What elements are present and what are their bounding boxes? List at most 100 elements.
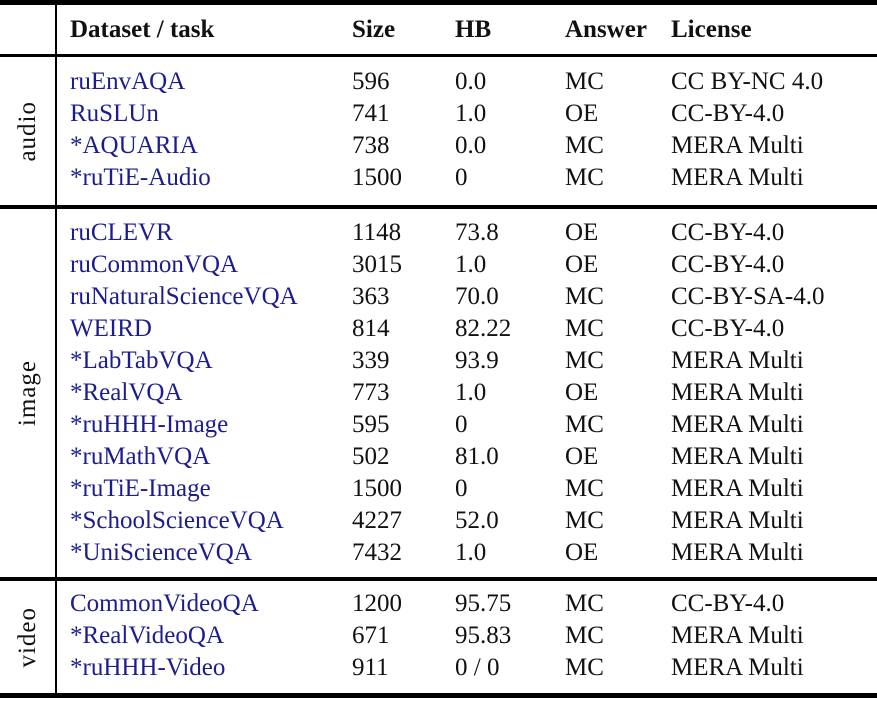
cell-license: MERA Multi [671, 622, 804, 649]
cell-hb: 70.0 [455, 283, 499, 310]
cell-size: 596 [352, 68, 390, 95]
dataset-link[interactable]: ruNaturalScienceVQA [70, 283, 298, 310]
dataset-link[interactable]: *ruMathVQA [70, 443, 211, 470]
table-row: ruCommonVQA 3015 1.0 OE CC-BY-4.0 [57, 249, 877, 281]
dataset-link[interactable]: *RealVQA [70, 379, 183, 406]
cell-hb: 82.22 [455, 315, 512, 342]
table-row: CommonVideoQA 1200 95.75 MC CC-BY-4.0 [57, 588, 877, 620]
dataset-link[interactable]: *SchoolScienceVQA [70, 507, 284, 534]
dataset-link[interactable]: *ruTiE-Audio [70, 164, 211, 191]
dataset-link[interactable]: *ruHHH-Image [70, 411, 229, 438]
cell-hb: 1.0 [455, 379, 487, 406]
table-row: *UniScienceVQA 7432 1.0 OE MERA Multi [57, 537, 877, 569]
table-row: WEIRD 814 82.22 MC CC-BY-4.0 [57, 313, 877, 345]
cell-answer: MC [565, 68, 604, 95]
cell-license: MERA Multi [671, 164, 804, 191]
dataset-link[interactable]: *ruHHH-Video [70, 654, 226, 681]
cell-dataset: ruCLEVR [57, 219, 352, 247]
table-row: ruCLEVR 1148 73.8 OE CC-BY-4.0 [57, 217, 877, 249]
cell-size: 595 [352, 411, 390, 438]
cell-answer: MC [565, 590, 604, 617]
cell-dataset: ruNaturalScienceVQA [57, 283, 352, 311]
section-body-audio: ruEnvAQA 596 0.0 MC CC BY-NC 4.0 RuSLUn … [55, 57, 877, 205]
group-label-cell-image: image [0, 209, 55, 577]
cell-dataset: WEIRD [57, 315, 352, 343]
cell-hb: 95.83 [455, 622, 512, 649]
cell-size: 671 [352, 622, 390, 649]
col-header-answer: Answer [565, 15, 647, 43]
table-header: Dataset / task Size HB Answer License [0, 5, 877, 54]
cell-license: CC-BY-4.0 [671, 315, 785, 342]
cell-license: CC-BY-4.0 [671, 590, 785, 617]
section-separator-rule [0, 577, 877, 581]
section-audio: audio ruEnvAQA 596 0.0 MC CC BY-NC 4.0 R… [0, 57, 877, 205]
cell-answer: MC [565, 507, 604, 534]
cell-hb: 0 / 0 [455, 654, 500, 681]
table-row: *RealVQA 773 1.0 OE MERA Multi [57, 377, 877, 409]
group-label-audio: audio [13, 100, 41, 162]
cell-size: 738 [352, 132, 390, 159]
group-label-cell-video: video [0, 581, 55, 693]
cell-dataset: *ruTiE-Audio [57, 164, 352, 192]
group-label-cell-audio: audio [0, 57, 55, 205]
table-row: *ruTiE-Audio 1500 0 MC MERA Multi [57, 162, 877, 194]
dataset-link[interactable]: RuSLUn [70, 100, 159, 127]
cell-answer: MC [565, 475, 604, 502]
dataset-link[interactable]: ruCLEVR [70, 219, 173, 246]
col-header-size: Size [352, 15, 396, 43]
cell-size: 339 [352, 347, 390, 374]
cell-hb: 73.8 [455, 219, 499, 246]
cell-dataset: *UniScienceVQA [57, 539, 352, 567]
dataset-link[interactable]: *RealVideoQA [70, 622, 225, 649]
cell-hb: 52.0 [455, 507, 499, 534]
cell-license: MERA Multi [671, 539, 804, 566]
dataset-link[interactable]: CommonVideoQA [70, 590, 259, 617]
cell-license: MERA Multi [671, 347, 804, 374]
cell-answer: MC [565, 283, 604, 310]
cell-dataset: *LabTabVQA [57, 347, 352, 375]
dataset-link[interactable]: *UniScienceVQA [70, 539, 252, 566]
cell-size: 1148 [352, 219, 402, 246]
cell-answer: MC [565, 347, 604, 374]
cell-dataset: RuSLUn [57, 100, 352, 128]
dataset-link[interactable]: ruEnvAQA [70, 68, 186, 95]
cell-license: MERA Multi [671, 443, 804, 470]
cell-license: MERA Multi [671, 654, 804, 681]
cell-license: MERA Multi [671, 507, 804, 534]
cell-hb: 0 [455, 475, 468, 502]
cell-size: 363 [352, 283, 390, 310]
cell-dataset: *ruHHH-Image [57, 411, 352, 439]
dataset-link[interactable]: *LabTabVQA [70, 347, 213, 374]
cell-hb: 93.9 [455, 347, 499, 374]
col-header-dataset-task: Dataset / task [70, 15, 215, 43]
cell-answer: OE [565, 219, 599, 246]
cell-dataset: *ruHHH-Video [57, 654, 352, 682]
cell-hb: 0 [455, 164, 468, 191]
cell-dataset: *SchoolScienceVQA [57, 507, 352, 535]
dataset-link[interactable]: *AQUARIA [70, 132, 198, 159]
section-video: video CommonVideoQA 1200 95.75 MC CC-BY-… [0, 581, 877, 693]
group-column-spacer [0, 5, 55, 54]
table-row: *ruHHH-Video 911 0 / 0 MC MERA Multi [57, 652, 877, 684]
cell-license: CC BY-NC 4.0 [671, 68, 824, 95]
cell-license: CC-BY-4.0 [671, 100, 785, 127]
cell-hb: 95.75 [455, 590, 512, 617]
cell-hb: 81.0 [455, 443, 499, 470]
cell-license: CC-BY-SA-4.0 [671, 283, 825, 310]
cell-answer: OE [565, 443, 599, 470]
cell-answer: MC [565, 654, 604, 681]
section-body-image: ruCLEVR 1148 73.8 OE CC-BY-4.0 ruCommonV… [55, 209, 877, 577]
cell-license: MERA Multi [671, 411, 804, 438]
cell-size: 1500 [352, 164, 402, 191]
cell-hb: 0.0 [455, 132, 487, 159]
dataset-link[interactable]: ruCommonVQA [70, 251, 239, 278]
cell-answer: OE [565, 379, 599, 406]
dataset-link[interactable]: WEIRD [70, 315, 152, 342]
table-row: *ruHHH-Image 595 0 MC MERA Multi [57, 409, 877, 441]
cell-license: MERA Multi [671, 379, 804, 406]
cell-hb: 0.0 [455, 68, 487, 95]
cell-answer: OE [565, 251, 599, 278]
cell-dataset: *RealVQA [57, 379, 352, 407]
section-image: image ruCLEVR 1148 73.8 OE CC-BY-4.0 ruC… [0, 209, 877, 577]
dataset-link[interactable]: *ruTiE-Image [70, 475, 211, 502]
